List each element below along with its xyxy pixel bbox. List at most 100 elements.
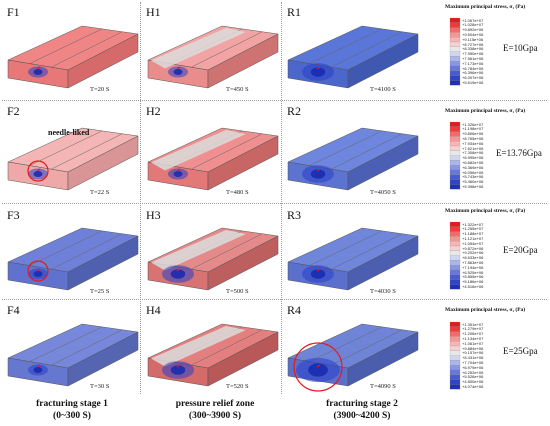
needle-liked-annotation: needle-liked — [48, 128, 90, 137]
colorbar-4-tick: +5.526e+06 — [462, 374, 484, 380]
row-separator-3 — [2, 299, 547, 300]
time-label-F2: T=22 S — [90, 189, 110, 196]
colorbar-3-tick: +1.054e+07 — [462, 240, 484, 246]
colorbar-2-tick: +5.398e+06 — [462, 183, 484, 189]
block-H1 — [147, 25, 279, 89]
panel-label-H3: H3 — [146, 208, 161, 222]
colorbar-2-tick: +5.460e+06 — [462, 179, 484, 185]
panel-label-R1: R1 — [287, 5, 302, 19]
modulus-label-2: E=13.76Gpa — [496, 148, 542, 158]
colorbar-4-tick: +7.704e+06 — [462, 359, 484, 365]
colorbar-3-tick: +9.202e+06 — [462, 250, 484, 256]
panel-label-H4: H4 — [146, 303, 161, 317]
panel-label-H1: H1 — [146, 5, 161, 19]
colorbar-3-tick: +9.872e+06 — [462, 245, 484, 251]
colorbar-2-tick: +6.995e+06 — [462, 155, 484, 161]
colorbar-2 — [449, 121, 461, 190]
colorbar-4-tick: +9.157e+06 — [462, 350, 484, 356]
highlight-circle-F3 — [27, 260, 49, 282]
colorbar-3 — [449, 221, 461, 290]
colorbar-3-tick: +6.525e+06 — [462, 269, 484, 275]
colorbar-2-tick: +1.326e+07 — [462, 121, 484, 127]
colorbar-1-tick: +5.619e+06 — [462, 79, 484, 85]
block-R1 — [287, 25, 419, 89]
panel-label-F2: F2 — [7, 104, 20, 118]
stage-label-3: fracturing stage 2 (3900~4200 S) — [287, 398, 437, 422]
colorbar-1-tick: +9.892e+06 — [462, 27, 484, 33]
panel-label-R3: R3 — [287, 208, 302, 222]
panel-label-F3: F3 — [7, 208, 20, 222]
colorbar-3-tick: +1.322e+07 — [462, 221, 484, 227]
block-H3 — [147, 227, 279, 291]
time-label-H2: T=480 S — [226, 189, 249, 196]
colorbar-1-tick: +6.784e+06 — [462, 65, 484, 71]
block-R2 — [287, 127, 419, 191]
colorbar-2-tick: +9.806e+06 — [462, 131, 484, 137]
colorbar-1-tick: +9.115e+06 — [462, 36, 484, 42]
stage-3-title: fracturing stage 2 — [326, 399, 398, 409]
block-R4 — [287, 323, 419, 392]
block-F1 — [7, 25, 139, 89]
colorbar-1-tick: +9.504e+06 — [462, 31, 484, 37]
stage-3-range: (3900~4200 S) — [333, 411, 391, 421]
colorbar-1-tick: +7.173e+06 — [462, 60, 484, 66]
row-separator-2 — [2, 203, 547, 204]
time-label-H1: T=450 S — [226, 86, 249, 93]
colorbar-2-tick: +7.934e+06 — [462, 140, 484, 146]
colorbar-title-3: Maximum principal stress, σ₁ (Pa) — [445, 208, 526, 214]
modulus-label-4: E=25Gpa — [503, 346, 538, 356]
colorbar-2-tick: +1.198e+07 — [462, 126, 484, 132]
colorbar-1-tick: +1.067e+07 — [462, 17, 484, 23]
colorbar-1-tick: +8.727e+06 — [462, 41, 484, 47]
panel-label-H2: H2 — [146, 104, 161, 118]
colorbar-4-tick: +1.134e+07 — [462, 335, 484, 341]
panel-label-R4: R4 — [287, 303, 302, 317]
colorbar-4-tick: +8.431e+06 — [462, 355, 484, 361]
time-label-H3: T=500 S — [226, 288, 249, 295]
panel-label-R2: R2 — [287, 104, 302, 118]
colorbar-4-tick: +1.061e+07 — [462, 340, 484, 346]
panel-label-F1: F1 — [7, 5, 20, 19]
highlight-circle-F2 — [27, 160, 49, 182]
time-label-F3: T=25 S — [90, 288, 110, 295]
time-label-R4: T=4090 S — [370, 383, 396, 390]
colorbar-1-tick: +1.028e+07 — [462, 22, 484, 28]
colorbar-4 — [449, 321, 461, 390]
colorbar-2-tick: +7.308e+06 — [462, 150, 484, 156]
colorbar-2-tick: +5.743e+06 — [462, 174, 484, 180]
colorbar-3-tick: +1.255e+07 — [462, 226, 484, 232]
colorbar-4-tick: +4.800e+06 — [462, 379, 484, 385]
colorbar-3-tick: +5.855e+06 — [462, 274, 484, 280]
colorbar-3-tick: +1.121e+07 — [462, 235, 484, 241]
colorbar-1-tick: +8.338e+06 — [462, 46, 484, 52]
stage-label-2: pressure relief zone (300~3900 S) — [140, 398, 290, 422]
colorbar-1-tick: +7.561e+06 — [462, 55, 484, 61]
row-separator-1 — [2, 100, 547, 101]
stage-label-1: fracturing stage 1 (0~300 S) — [0, 398, 147, 422]
stage-2-title: pressure relief zone — [175, 399, 255, 409]
colorbar-1-tick: +6.396e+06 — [462, 70, 484, 76]
colorbar-2-tick: +8.765e+06 — [462, 135, 484, 141]
colorbar-3-tick: +5.186e+06 — [462, 279, 484, 285]
panel-label-F4: F4 — [7, 303, 20, 317]
colorbar-4-tick: +1.279e+07 — [462, 326, 484, 332]
modulus-label-1: E=10Gpa — [503, 43, 538, 53]
highlight-circle-R4 — [293, 342, 343, 392]
time-label-F1: T=20 S — [90, 86, 110, 93]
colorbar-4-tick: +4.074e+06 — [462, 383, 484, 389]
column-separator-1 — [140, 2, 141, 394]
time-label-F4: T=30 S — [90, 383, 110, 390]
colorbar-title-1: Maximum principal stress, σ₁ (Pa) — [445, 4, 526, 10]
colorbar-4-tick: +6.252e+06 — [462, 369, 484, 375]
time-label-R2: T=4050 S — [370, 189, 396, 196]
modulus-label-3: E=20Gpa — [503, 245, 538, 255]
time-label-R3: T=4030 S — [370, 288, 396, 295]
colorbar-2-tick: +7.621e+06 — [462, 145, 484, 151]
colorbar-1 — [449, 17, 461, 86]
colorbar-1-tick: +6.007e+06 — [462, 75, 484, 81]
colorbar-3-tick: +8.533e+06 — [462, 255, 484, 261]
block-H2 — [147, 127, 279, 191]
colorbar-3-tick: +7.863e+06 — [462, 259, 484, 265]
